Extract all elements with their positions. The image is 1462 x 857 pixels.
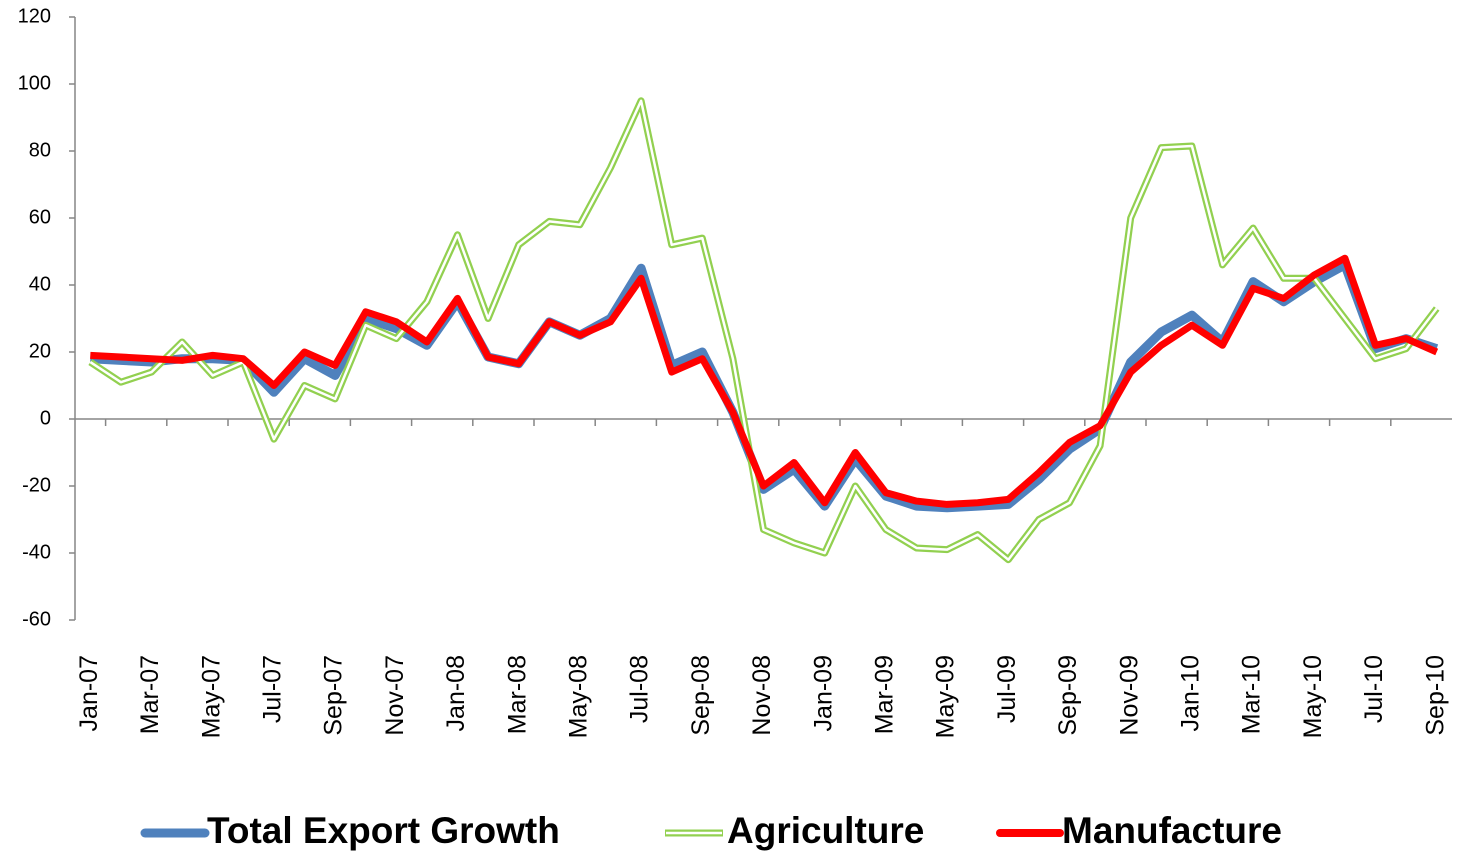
y-tick-label: 100 bbox=[18, 72, 51, 94]
x-tick-label: Nov-07 bbox=[381, 655, 409, 736]
x-tick-label: Mar-07 bbox=[136, 655, 164, 734]
x-tick-label: May-07 bbox=[197, 655, 225, 738]
x-tick-label: Jan-08 bbox=[442, 655, 470, 731]
x-tick-label: Sep-10 bbox=[1421, 655, 1449, 736]
line bbox=[90, 254, 1439, 508]
x-tick-label: Nov-08 bbox=[748, 655, 776, 736]
legend-label: Agriculture bbox=[727, 810, 924, 851]
y-tick-label: -60 bbox=[22, 608, 51, 630]
x-tick-label: Jan-09 bbox=[809, 655, 837, 731]
x-tick-label: Sep-09 bbox=[1054, 655, 1082, 736]
x-tick-label: Jul-09 bbox=[993, 655, 1021, 723]
y-tick-label: 0 bbox=[40, 407, 51, 429]
x-tick-label: Jul-08 bbox=[626, 655, 654, 723]
y-tick-label: 60 bbox=[29, 206, 51, 228]
line bbox=[90, 260, 1439, 513]
x-tick-label: May-10 bbox=[1299, 655, 1327, 738]
x-tick-label: Jan-10 bbox=[1177, 655, 1205, 731]
legend-label: Total Export Growth bbox=[207, 810, 560, 851]
x-tick-label: Mar-08 bbox=[503, 655, 531, 734]
y-tick-label: 20 bbox=[29, 340, 51, 362]
x-tick-label: Sep-08 bbox=[687, 655, 715, 736]
y-tick-label: 40 bbox=[29, 273, 51, 295]
x-tick-label: Jul-07 bbox=[259, 655, 287, 723]
y-tick-label: 120 bbox=[18, 5, 51, 27]
x-tick-label: Jan-07 bbox=[75, 655, 103, 731]
y-tick-label: -40 bbox=[22, 541, 51, 563]
x-tick-label: Sep-07 bbox=[320, 655, 348, 736]
y-tick-label: 80 bbox=[29, 139, 51, 161]
y-tick-label: -20 bbox=[22, 474, 51, 496]
x-tick-label: Mar-10 bbox=[1238, 655, 1266, 734]
x-tick-label: Jul-10 bbox=[1360, 655, 1388, 723]
x-tick-label: Mar-09 bbox=[871, 655, 899, 734]
line-inner bbox=[89, 99, 1438, 561]
x-tick-label: Nov-09 bbox=[1115, 655, 1143, 736]
legend-label: Manufacture bbox=[1062, 810, 1282, 851]
x-tick-label: May-09 bbox=[932, 655, 960, 738]
x-tick-label: May-08 bbox=[565, 655, 593, 738]
